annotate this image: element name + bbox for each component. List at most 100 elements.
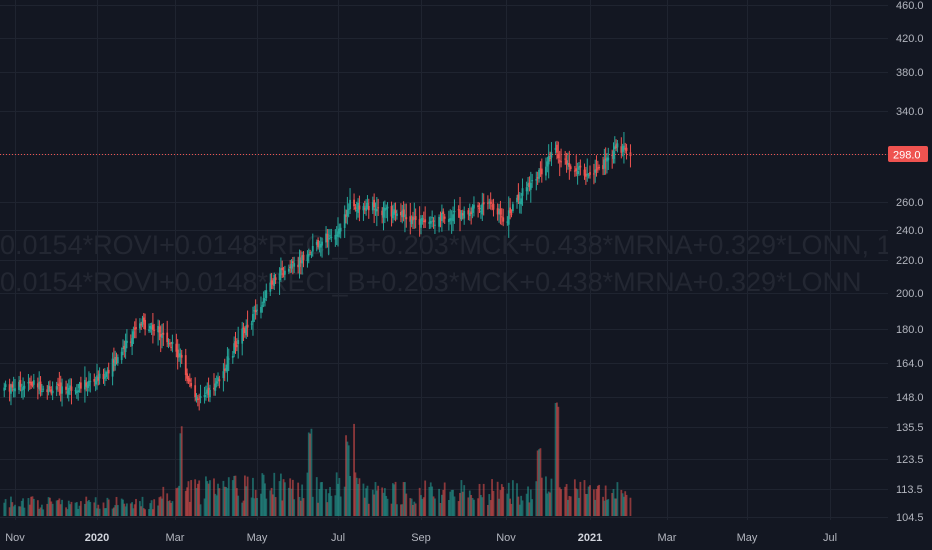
volume-bar [589,485,591,516]
volume-bar [603,500,606,516]
volume-bar [293,499,296,516]
candle [32,373,35,389]
volume-bar [190,480,193,516]
volume-bar [129,503,132,516]
volume-bar [195,488,198,516]
volume-bar [205,476,207,516]
volume-bars [3,402,632,516]
candle [283,265,286,281]
volume-bar [402,482,405,516]
volume-bar [624,491,627,516]
volume-bar [576,489,579,516]
candle [235,338,238,352]
volume-bar [142,508,145,516]
volume-bar [235,488,238,516]
candle [179,348,182,368]
candles [3,131,632,411]
volume-bar [468,490,471,516]
candle [153,323,156,336]
volume-bar [36,500,39,516]
candle [3,382,6,398]
volume-bar [321,482,323,516]
candle [568,150,571,180]
candle [199,384,202,404]
candle [166,320,169,348]
volume-bar [365,488,368,516]
candle [480,204,482,219]
volume-bar [540,477,543,516]
candle [187,375,190,384]
candle [40,383,43,396]
volume-bar [319,482,322,516]
volume-bar [404,482,406,516]
volume-bar [431,486,434,516]
volume-bar [265,498,268,516]
price-axis[interactable]: 460.0 420.0 380.0 340.0 298.0 260.0 240.0 220.0… [888,0,928,524]
volume-bar [424,480,427,516]
candle [264,290,266,307]
volume-bar [554,402,557,516]
candle [253,305,256,323]
volume-bar [536,450,539,516]
candle [114,350,117,371]
candle [278,267,281,295]
candle [507,196,510,238]
candle [467,207,470,221]
candle [375,196,378,227]
volume-bar [231,480,234,516]
volume-bar [89,501,92,516]
candle [77,383,80,401]
candle [262,291,265,308]
volume-bar [586,493,589,516]
volume-bar [518,504,521,516]
volume-bar [84,503,86,516]
volume-bar [237,495,240,516]
volume-bar [318,489,321,516]
volume-bar [510,503,513,516]
volume-bar [234,475,237,516]
candle [595,155,598,177]
volume-bar [167,501,170,516]
candle [345,209,347,224]
candle [186,368,188,384]
candle [575,155,578,177]
volume-bar [102,502,105,516]
volume-bar [280,473,282,516]
candle [461,209,464,220]
candle [126,329,128,349]
candle [486,195,489,210]
volume-bar [4,499,7,516]
candle [301,251,304,275]
candle [215,375,218,388]
volume-bar [517,496,520,516]
candle [161,323,163,349]
candle [196,394,199,407]
volume-bar [409,498,412,516]
volume-bar [410,498,413,516]
volume-bar [441,494,443,516]
volume-bar [178,485,180,516]
candle [85,377,88,392]
volume-bar [467,497,470,516]
volume-bar [345,435,347,516]
volume-bar [339,496,342,516]
time-axis[interactable]: Nov 2020 Mar May Jul Sep Nov 2021 Mar May Jul [5,532,837,544]
volume-bar [261,473,264,516]
volume-bar [405,493,408,516]
candle [206,382,209,398]
candle [371,196,374,214]
candle [281,260,284,278]
volume-bar [449,491,452,516]
candle [518,191,521,214]
volume-bar [480,494,482,516]
volume-bar [18,506,20,516]
volume-bar [74,502,77,516]
candle [459,196,461,232]
candle [506,216,509,226]
candle [365,199,368,216]
volume-bar [168,500,171,516]
candle [347,203,350,218]
volume-bar [529,489,532,516]
volume-bar [150,500,153,516]
